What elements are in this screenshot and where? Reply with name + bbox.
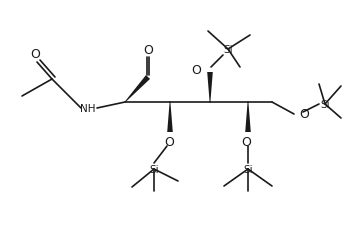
Polygon shape	[245, 103, 251, 132]
Text: Si: Si	[320, 99, 330, 110]
Polygon shape	[207, 73, 213, 103]
Text: O: O	[241, 135, 251, 148]
Text: Si: Si	[243, 164, 253, 174]
Polygon shape	[125, 76, 150, 103]
Text: O: O	[143, 44, 153, 57]
Text: Si: Si	[149, 164, 159, 174]
Text: O: O	[191, 64, 201, 77]
Text: O: O	[299, 108, 309, 121]
Text: O: O	[164, 135, 174, 148]
Text: Si: Si	[223, 45, 233, 55]
Text: O: O	[30, 48, 40, 61]
Text: NH: NH	[80, 104, 96, 113]
Polygon shape	[167, 103, 173, 132]
